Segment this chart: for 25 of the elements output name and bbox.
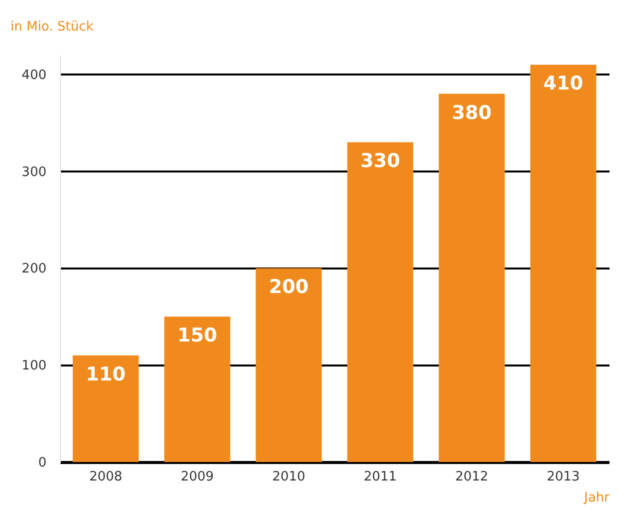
data-label: 330 — [360, 150, 400, 172]
x-tick-label: 2011 — [364, 470, 397, 484]
bar — [438, 94, 505, 462]
bar — [72, 355, 139, 462]
data-label: 110 — [86, 363, 126, 386]
x-tick-label: 2012 — [455, 470, 488, 484]
bar — [530, 64, 596, 462]
data-label: 150 — [177, 324, 218, 347]
y-tick-label: 100 — [22, 358, 46, 374]
data-label: 380 — [452, 102, 492, 124]
x-axis-title: Jahr — [583, 490, 610, 506]
x-tick-label: 2009 — [180, 470, 214, 484]
data-label: 200 — [268, 276, 309, 298]
y-tick-label: 400 — [22, 68, 46, 83]
bar — [256, 268, 322, 462]
x-tick-label: 2008 — [89, 470, 122, 484]
y-tick-label: 0 — [38, 456, 46, 470]
y-tick-label: 200 — [22, 262, 46, 277]
x-tick-label: 2013 — [546, 470, 580, 484]
bar — [347, 142, 414, 462]
data-label: 410 — [543, 72, 584, 95]
x-tick-label: 2010 — [272, 470, 306, 484]
bar — [164, 316, 230, 462]
y-tick-label: 300 — [22, 164, 46, 180]
y-axis-title: in Mio. Stück — [10, 20, 94, 34]
